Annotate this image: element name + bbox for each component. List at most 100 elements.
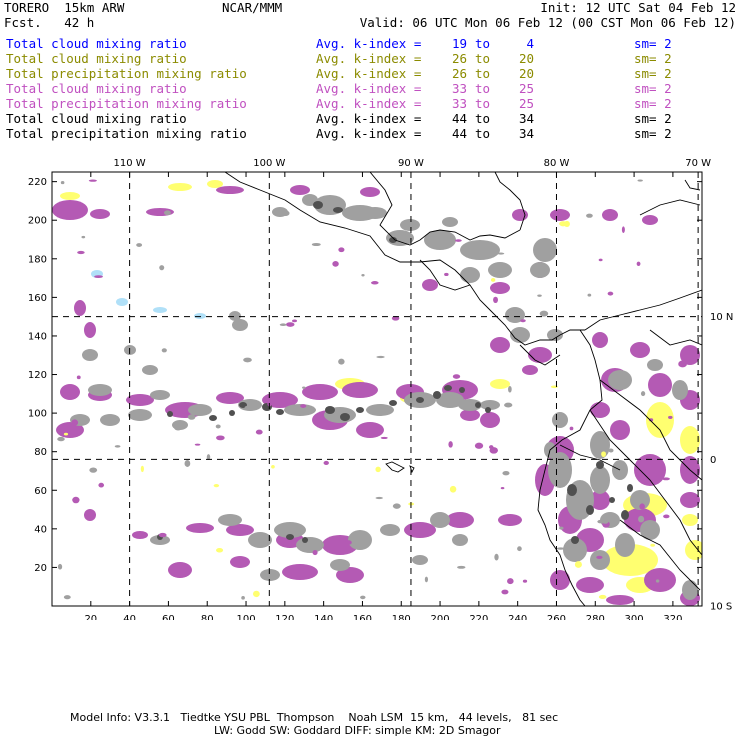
speckle bbox=[520, 319, 526, 323]
speckle bbox=[300, 404, 307, 409]
mid-k-area bbox=[360, 187, 380, 197]
speckle bbox=[332, 260, 339, 267]
speckle bbox=[161, 348, 167, 353]
forecast-map: 20 40 60 80 100 120 140 160 180 200 220 240 260 280 30… bbox=[28, 158, 733, 620]
mid-k-area bbox=[634, 454, 666, 486]
speckle bbox=[241, 596, 245, 600]
speckle bbox=[663, 514, 670, 519]
speckle bbox=[392, 503, 401, 509]
cloud-area bbox=[563, 538, 587, 562]
legend-avg-label: Avg. k-index = bbox=[316, 36, 422, 51]
cloud-core bbox=[444, 385, 452, 391]
mid-k-area bbox=[642, 215, 658, 225]
cloud-area bbox=[630, 490, 650, 510]
coastline bbox=[639, 199, 701, 216]
speckle bbox=[57, 563, 63, 570]
legend-to: to bbox=[475, 51, 491, 66]
coastline bbox=[619, 519, 701, 591]
mid-k-area bbox=[576, 577, 604, 593]
speckle bbox=[636, 261, 641, 267]
coastline bbox=[385, 461, 405, 473]
low-k-area bbox=[646, 402, 674, 438]
x-tick-label: 300 bbox=[625, 614, 644, 620]
legend-to: to bbox=[475, 111, 491, 126]
cloud-area bbox=[552, 412, 568, 428]
cloud-area bbox=[530, 262, 550, 278]
longitude-label: 100 W bbox=[253, 158, 285, 169]
speckle bbox=[507, 578, 514, 585]
legend-smooth: sm= 2 bbox=[634, 111, 672, 126]
speckle bbox=[596, 555, 603, 559]
legend-until: 20 bbox=[518, 51, 534, 66]
mid-k-area bbox=[550, 209, 570, 221]
legend-from: 26 bbox=[451, 66, 467, 81]
legend-smooth: sm= 2 bbox=[634, 81, 672, 96]
mid-k-area bbox=[90, 209, 110, 219]
x-tick-label: 60 bbox=[162, 614, 175, 620]
y-tick-label: 20 bbox=[34, 563, 47, 574]
cloud-area bbox=[488, 262, 512, 278]
mid-k-area bbox=[186, 523, 214, 533]
speckle bbox=[324, 540, 332, 548]
legend-smooth: sm= 2 bbox=[634, 51, 672, 66]
ice-cloud-area bbox=[194, 313, 206, 319]
cloud-area bbox=[436, 392, 464, 408]
mid-k-area bbox=[336, 567, 364, 583]
y-tick-label: 180 bbox=[28, 254, 47, 265]
cloud-area bbox=[363, 207, 387, 219]
coastline bbox=[649, 329, 702, 346]
cloud-area bbox=[88, 384, 112, 396]
speckle bbox=[490, 278, 496, 282]
cloud-area bbox=[480, 400, 500, 410]
cloud-area bbox=[548, 452, 572, 488]
speckle bbox=[474, 442, 484, 449]
legend-row: Total precipitation mixing ratio Avg. k-i… bbox=[6, 126, 736, 141]
speckle bbox=[559, 526, 564, 530]
speckle bbox=[601, 451, 607, 458]
cloud-area bbox=[672, 380, 688, 400]
mid-k-area bbox=[282, 564, 318, 580]
cloud-area bbox=[430, 512, 450, 528]
speckle bbox=[292, 319, 298, 323]
speckle bbox=[285, 322, 295, 327]
speckle bbox=[655, 579, 660, 583]
mid-k-area bbox=[480, 412, 500, 428]
speckle bbox=[281, 210, 290, 217]
cloud-area bbox=[682, 580, 698, 600]
legend-avg-label: Avg. k-index = bbox=[316, 81, 422, 96]
coastline bbox=[684, 179, 701, 191]
forecast-label: Fcst. 42 h bbox=[4, 15, 94, 30]
speckle bbox=[140, 465, 144, 473]
legend-row: Total cloud mixing ratio Avg. k-index = 44… bbox=[6, 111, 736, 126]
cloud-area bbox=[142, 365, 158, 375]
speckle bbox=[313, 385, 320, 392]
cloud-area bbox=[150, 390, 170, 400]
mid-k-area bbox=[590, 490, 610, 510]
latitude-label: 10 S bbox=[710, 602, 732, 613]
cloud-core bbox=[325, 406, 335, 414]
speckle bbox=[556, 547, 565, 550]
speckle bbox=[602, 519, 609, 524]
low-k-area bbox=[60, 192, 80, 200]
x-tick-label: 180 bbox=[392, 614, 411, 620]
cloud-area bbox=[380, 524, 400, 536]
init-time: Init: 12 UTC Sat 04 Feb 12 bbox=[540, 0, 736, 15]
speckle bbox=[597, 519, 604, 524]
ice-cloud-area bbox=[116, 298, 128, 306]
legend-field-name: Total precipitation mixing ratio bbox=[6, 126, 247, 141]
cloud-area bbox=[458, 399, 482, 411]
cloud-core bbox=[276, 409, 284, 415]
mid-k-area bbox=[630, 342, 650, 358]
speckle bbox=[255, 429, 263, 435]
legend-field-name: Total cloud mixing ratio bbox=[6, 36, 187, 51]
plot-frame bbox=[51, 171, 703, 607]
legend-avg-label: Avg. k-index = bbox=[316, 66, 422, 81]
speckle bbox=[194, 443, 201, 446]
mid-k-area bbox=[498, 514, 522, 526]
cloud-core bbox=[567, 484, 577, 496]
speckle bbox=[360, 595, 366, 600]
cloud-area bbox=[330, 559, 350, 571]
y-tick-label: 100 bbox=[28, 409, 47, 420]
mid-k-area bbox=[602, 209, 618, 221]
cloud-area bbox=[505, 307, 525, 323]
